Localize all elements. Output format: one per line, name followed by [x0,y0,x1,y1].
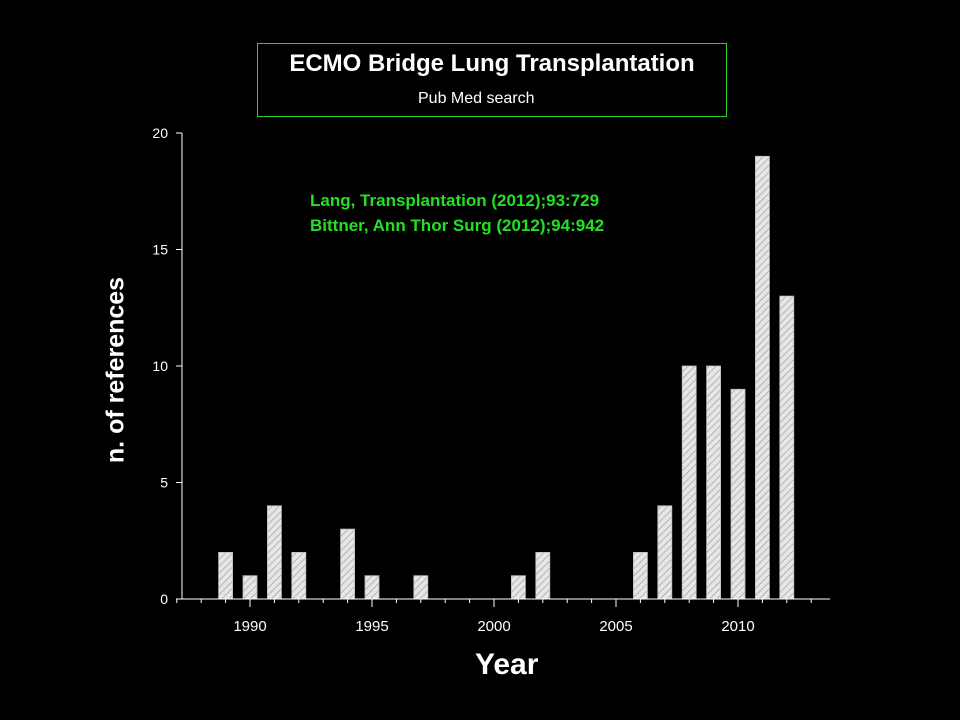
x-tick-label-1995: 1995 [355,618,388,635]
bar-2010 [730,388,746,600]
bar-1992 [291,552,307,600]
bar-1997 [413,575,429,600]
title-box: ECMO Bridge Lung Transplantation Pub Med… [257,43,727,117]
x-tick-label-2010: 2010 [721,618,754,635]
bar-1990 [242,575,258,600]
bar-2009 [706,365,721,600]
bar-1994 [340,528,356,600]
bar-2006 [633,552,648,600]
references-annotation: Lang, Transplantation (2012);93:729 Bitt… [310,188,604,238]
bar-2002 [535,552,551,600]
bar-2011 [755,155,770,600]
x-tick-label-2005: 2005 [599,618,632,635]
x-axis-label: Year [475,648,539,681]
chart-title: ECMO Bridge Lung Transplantation [289,50,695,77]
annotation-line-2: Bittner, Ann Thor Surg (2012);94:942 [310,216,605,235]
annotation-line-1: Lang, Transplantation (2012);93:729 [310,191,600,210]
x-tick-label-2000: 2000 [477,618,510,635]
bar-1989 [218,552,234,600]
y-axis-label: n. of references [101,276,130,464]
y-tick-label-20: 20 [152,125,168,141]
chart-subtitle: Pub Med search [418,90,535,107]
y-tick-label-5: 5 [160,475,168,491]
x-tick-label-1990: 1990 [233,618,266,635]
bar-2012 [779,295,795,600]
bar-2001 [510,575,526,600]
bar-1995 [364,575,380,600]
y-tick-label-0: 0 [160,591,168,607]
y-tick-label-15: 15 [152,242,168,258]
y-tick-label-10: 10 [152,358,168,374]
bar-1991 [266,505,282,600]
bar-2008 [681,365,697,600]
bar-2007 [657,505,673,600]
